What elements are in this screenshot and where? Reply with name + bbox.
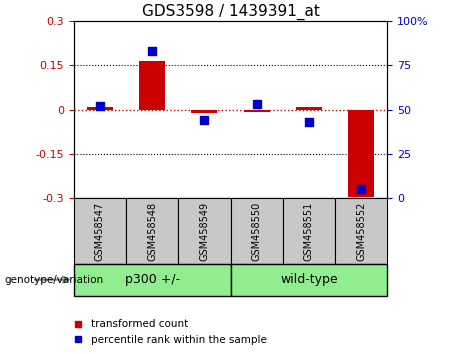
Text: GSM458547: GSM458547: [95, 201, 105, 261]
Text: p300 +/-: p300 +/-: [124, 273, 180, 286]
Text: genotype/variation: genotype/variation: [5, 275, 104, 285]
Point: [96, 103, 104, 109]
Bar: [178, 198, 230, 264]
Bar: [296, 107, 322, 110]
Point: [201, 118, 208, 123]
Bar: [335, 198, 387, 264]
Legend: transformed count, percentile rank within the sample: transformed count, percentile rank withi…: [70, 315, 271, 349]
Bar: [139, 61, 165, 110]
Bar: [283, 198, 335, 264]
Bar: [243, 110, 270, 112]
Bar: [348, 110, 374, 197]
Bar: [230, 198, 283, 264]
Text: GSM458549: GSM458549: [199, 201, 209, 261]
Point: [357, 187, 365, 192]
Bar: [126, 198, 178, 264]
Bar: [230, 264, 387, 296]
Bar: [74, 198, 126, 264]
Text: GSM458548: GSM458548: [147, 201, 157, 261]
Title: GDS3598 / 1439391_at: GDS3598 / 1439391_at: [142, 4, 319, 20]
Text: GSM458552: GSM458552: [356, 201, 366, 261]
Text: GSM458550: GSM458550: [252, 201, 262, 261]
Point: [305, 119, 313, 125]
Bar: [74, 264, 230, 296]
Text: GSM458551: GSM458551: [304, 201, 314, 261]
Text: wild-type: wild-type: [280, 273, 337, 286]
Point: [148, 48, 156, 54]
Bar: [87, 107, 113, 110]
Bar: [191, 110, 218, 113]
Point: [253, 102, 260, 107]
